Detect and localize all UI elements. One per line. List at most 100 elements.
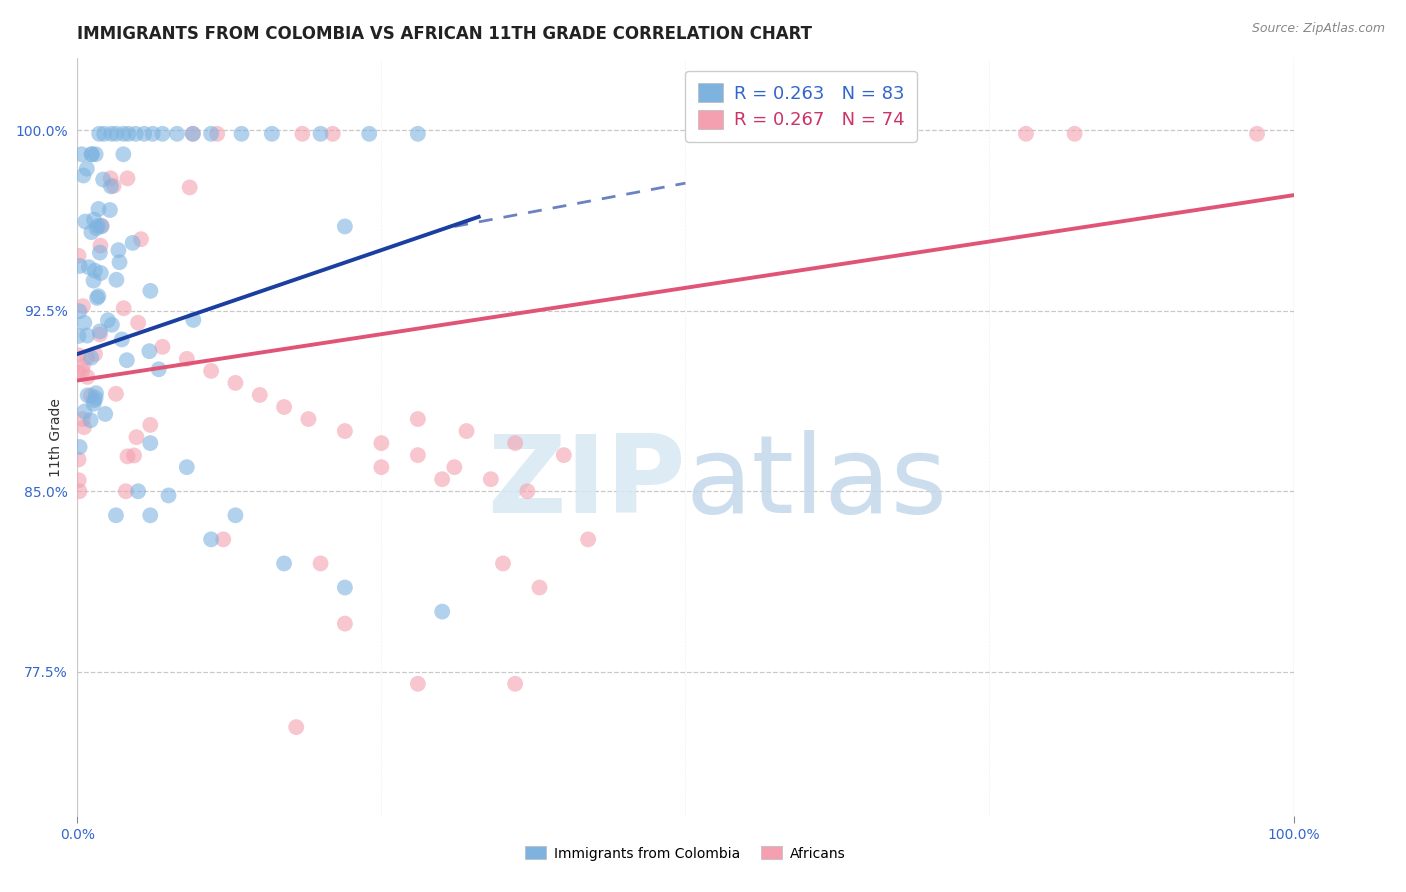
Point [89,238,111,252]
Point [125,127,148,141]
Point [83,397,105,411]
Point [479,472,502,486]
Legend: Immigrants from Colombia, Africans: Immigrants from Colombia, Africans [519,840,852,866]
Point [231,127,253,141]
Point [152,340,174,354]
Point [83,393,105,408]
Text: Source: ZipAtlas.com: Source: ZipAtlas.com [1251,22,1385,36]
Point [105,127,128,141]
Point [111,333,134,347]
Point [456,424,478,438]
Point [67,484,90,499]
Point [1015,127,1038,141]
Point [72,364,94,378]
Point [72,299,94,313]
Point [1063,127,1085,141]
Point [69,440,91,454]
Point [97,313,120,327]
Point [80,351,103,365]
Point [80,225,103,239]
Point [108,255,131,269]
Point [121,235,143,250]
Point [117,127,139,141]
Point [249,388,271,402]
Point [142,127,165,141]
Point [67,366,90,380]
Point [406,448,429,462]
Point [83,274,105,288]
Point [112,301,135,316]
Point [322,127,344,141]
Point [503,436,526,450]
Point [112,127,135,141]
Point [80,147,103,161]
Point [87,202,110,216]
Point [406,412,429,426]
Point [553,448,575,462]
Point [87,289,110,303]
Point [103,178,125,193]
Point [492,557,515,571]
Point [87,219,110,233]
Point [181,127,204,141]
Point [101,318,124,332]
Point [273,557,295,571]
Point [443,460,465,475]
Point [200,127,222,141]
Point [100,171,122,186]
Point [86,221,108,235]
Point [224,508,246,523]
Point [200,533,222,547]
Point [80,389,103,403]
Point [117,171,139,186]
Point [181,127,204,141]
Point [370,460,392,475]
Point [125,430,148,444]
Point [100,179,122,194]
Point [127,484,149,499]
Point [129,232,152,246]
Point [503,677,526,691]
Point [333,581,356,595]
Point [114,484,136,499]
Point [359,127,381,141]
Point [76,370,98,384]
Point [100,127,122,141]
Point [72,359,94,373]
Point [430,472,453,486]
Point [115,353,138,368]
Point [89,245,111,260]
Point [70,147,93,161]
Point [333,219,356,234]
Point [285,720,308,734]
Point [205,127,228,141]
Point [1246,127,1268,141]
Point [67,473,90,487]
Point [84,347,107,361]
Point [529,581,551,595]
Point [86,291,108,305]
Point [89,324,111,338]
Point [93,127,115,141]
Point [67,329,90,343]
Point [152,127,174,141]
Point [76,351,98,365]
Point [79,413,101,427]
Point [297,412,319,426]
Point [430,605,453,619]
Point [176,351,198,366]
Point [820,127,842,141]
Point [67,304,90,318]
Point [134,127,156,141]
Point [75,214,97,228]
Point [772,127,794,141]
Point [139,417,162,432]
Point [80,147,103,161]
Point [139,284,162,298]
Point [291,127,314,141]
Point [91,172,114,186]
Text: atlas: atlas [686,430,948,535]
Point [83,212,105,227]
Point [72,169,94,183]
Point [166,127,188,141]
